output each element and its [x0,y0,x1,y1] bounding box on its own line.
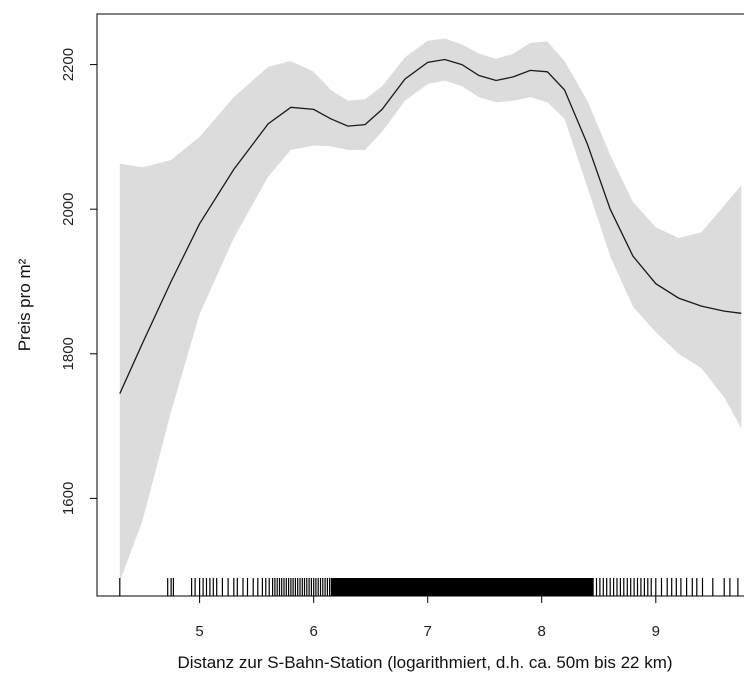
x-tick-label: 5 [195,623,203,640]
x-axis-ticks: 5 6 7 8 9 [195,596,660,640]
y-tick-label: 2000 [60,193,77,226]
confidence-band [119,38,742,582]
y-tick-label: 1600 [60,482,77,515]
x-tick-label: 6 [310,623,318,640]
x-tick-label: 7 [424,623,432,640]
x-tick-label: 9 [652,623,660,640]
rug-dense-block [330,578,594,596]
y-axis-ticks: 1600 1800 2000 2200 [60,48,97,515]
x-axis-title: Distanz zur S-Bahn-Station (logarithmier… [177,653,672,672]
fit-line [119,58,742,394]
rug [119,578,739,596]
y-axis-title: Preis pro m² [15,258,34,351]
x-tick-label: 8 [538,623,546,640]
plot-frame [96,13,744,597]
y-tick-label: 2200 [60,48,77,81]
y-tick-label: 1800 [60,337,77,370]
